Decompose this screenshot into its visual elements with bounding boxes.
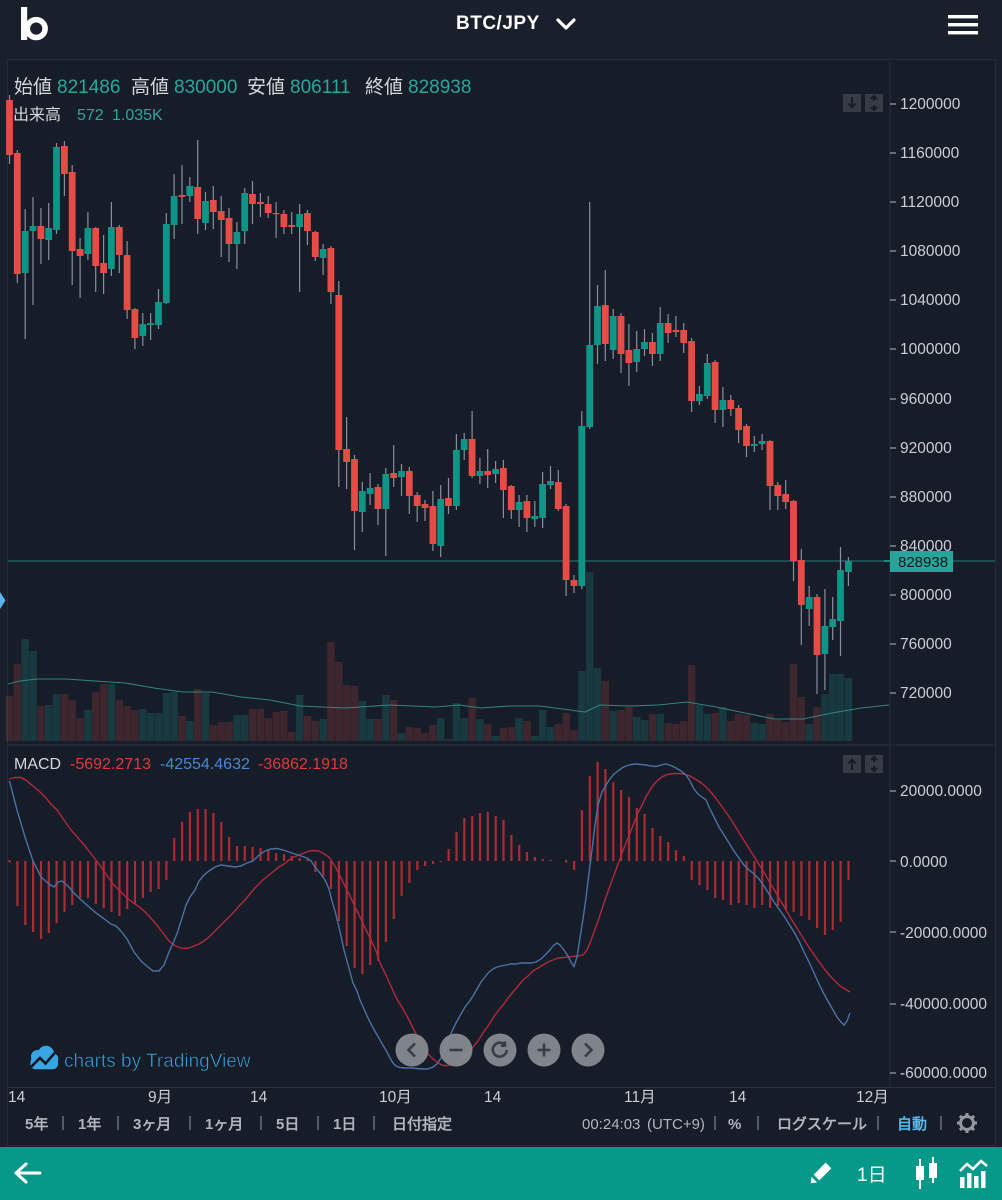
svg-text:821486: 821486 [57,77,120,98]
svg-text:安値: 安値 [247,76,285,98]
svg-text:0.0000: 0.0000 [900,854,948,871]
svg-text:760000: 760000 [900,636,952,653]
svg-text:-40000.0000: -40000.0000 [900,996,987,1013]
svg-text:14: 14 [729,1089,747,1106]
svg-text:1120000: 1120000 [900,194,960,211]
svg-text:11月: 11月 [624,1089,656,1106]
svg-text:-36862.1918: -36862.1918 [258,756,348,773]
svg-text:-60000.0000: -60000.0000 [900,1065,987,1082]
svg-text:%: % [728,1116,741,1133]
svg-text:3ヶ月: 3ヶ月 [133,1116,171,1133]
svg-text:-20000.0000: -20000.0000 [900,925,987,942]
svg-text:00:24:03: 00:24:03 [582,1116,640,1133]
svg-text:charts by TradingView: charts by TradingView [64,1051,251,1072]
svg-text:ログスケール: ログスケール [777,1115,867,1133]
svg-text:5日: 5日 [276,1116,299,1133]
svg-text:572: 572 [77,107,104,124]
svg-text:5年: 5年 [25,1115,48,1133]
svg-text:800000: 800000 [900,587,952,604]
svg-text:920000: 920000 [900,440,952,457]
svg-text:日付指定: 日付指定 [392,1115,452,1133]
svg-text:1000000: 1000000 [900,341,961,358]
svg-text:-5692.2713: -5692.2713 [70,756,151,773]
svg-text:-42554.4632: -42554.4632 [160,756,250,773]
svg-text:12月: 12月 [856,1089,889,1106]
svg-text:828938: 828938 [898,554,948,571]
svg-text:806111: 806111 [290,77,351,98]
svg-text:840000: 840000 [900,538,952,555]
svg-text:出来高: 出来高 [13,106,61,124]
svg-text:MACD: MACD [14,756,61,773]
svg-text:10月: 10月 [379,1089,412,1106]
svg-text:1.035K: 1.035K [112,107,163,124]
svg-text:1200000: 1200000 [900,96,961,113]
svg-text:1ヶ月: 1ヶ月 [205,1116,243,1133]
svg-text:高値: 高値 [131,76,169,98]
svg-text:終値: 終値 [365,76,403,98]
svg-text:880000: 880000 [900,489,952,506]
svg-text:14: 14 [8,1089,26,1106]
svg-text:20000.0000: 20000.0000 [900,783,982,800]
svg-text:1年: 1年 [78,1115,101,1133]
svg-text:1080000: 1080000 [900,243,961,260]
svg-text:720000: 720000 [900,685,952,702]
svg-text:1日: 1日 [333,1116,356,1133]
svg-text:9月: 9月 [148,1089,172,1106]
svg-text:960000: 960000 [900,391,952,408]
svg-text:始値: 始値 [14,76,52,98]
svg-text:1160000: 1160000 [900,145,960,162]
svg-text:828938: 828938 [408,77,471,98]
svg-text:1040000: 1040000 [900,292,961,309]
svg-text:14: 14 [250,1089,268,1106]
svg-text:14: 14 [484,1089,502,1106]
svg-text:830000: 830000 [174,77,237,98]
svg-text:自動: 自動 [897,1115,927,1133]
svg-text:(UTC+9): (UTC+9) [647,1116,705,1133]
